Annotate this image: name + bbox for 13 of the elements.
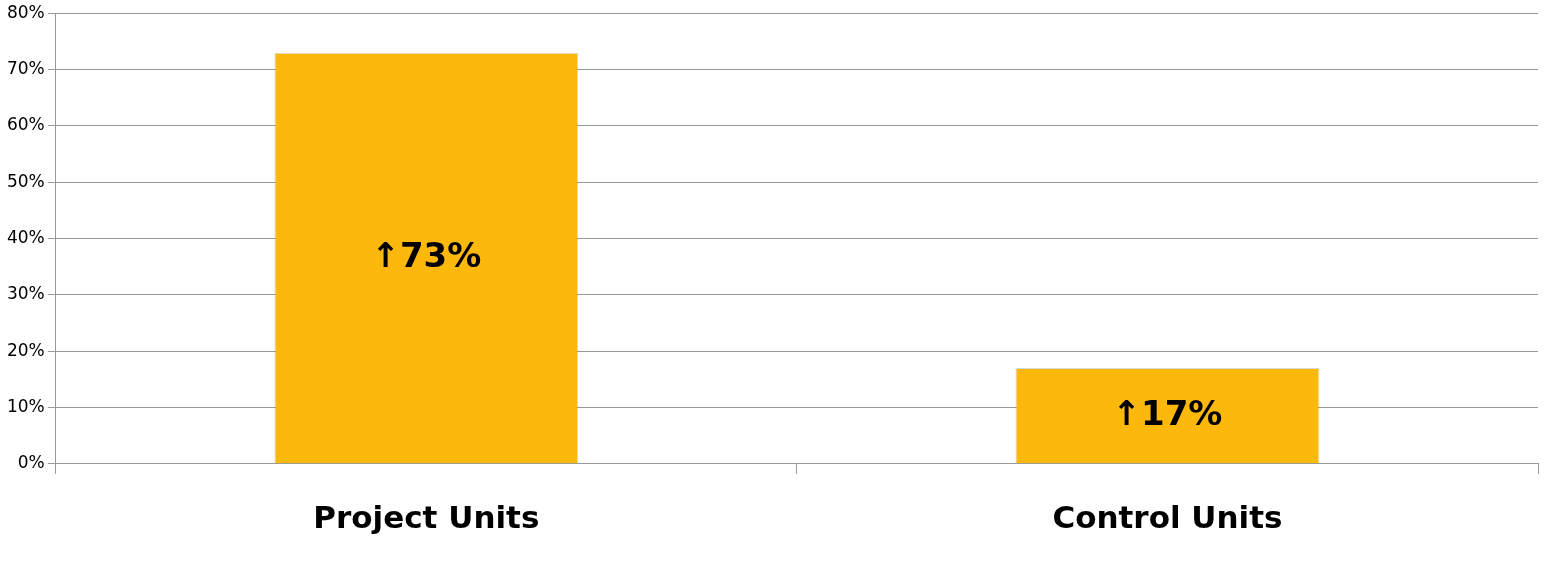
data-label: ↑17% (1112, 392, 1223, 433)
x-tick-label: Project Units (313, 499, 540, 536)
y-tick-label: 80% (6, 1, 45, 22)
y-tick-label: 10% (6, 395, 45, 416)
data-label: ↑73% (371, 234, 482, 275)
y-tick-label: 30% (6, 283, 45, 304)
y-tick-label: 50% (6, 170, 45, 191)
x-tick-label: Control Units (1052, 499, 1283, 536)
y-tick-label: 60% (6, 114, 45, 135)
y-tick-label: 70% (6, 57, 45, 78)
y-tick-label: 20% (6, 339, 45, 360)
y-tick-label: 40% (6, 226, 45, 247)
y-tick-label: 0% (17, 452, 45, 473)
